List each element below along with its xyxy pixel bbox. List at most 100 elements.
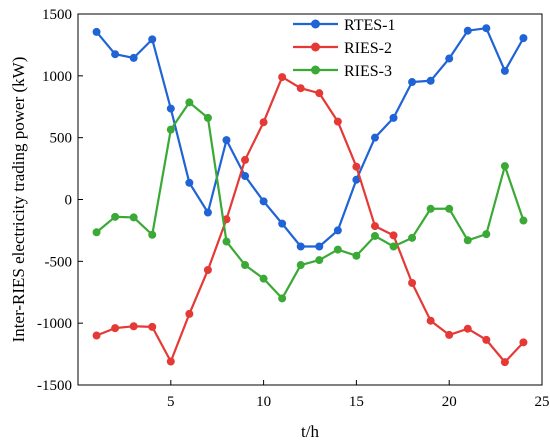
legend-marker [311, 42, 320, 52]
data-point [408, 78, 417, 87]
data-point [519, 216, 528, 225]
x-tick-label: 15 [349, 394, 364, 410]
data-point [129, 53, 138, 62]
data-point [500, 358, 509, 367]
data-point [278, 294, 287, 303]
data-point [315, 256, 324, 265]
data-point [426, 316, 435, 325]
data-point [370, 133, 379, 142]
data-point [389, 242, 398, 251]
series-line [95, 27, 525, 248]
data-point [296, 242, 305, 251]
data-point [463, 236, 472, 245]
data-point [463, 26, 472, 35]
y-axis-title: Inter-RIES electricity trading power (kW… [9, 57, 28, 343]
data-point [482, 335, 491, 344]
data-point [111, 212, 120, 221]
data-point [352, 251, 361, 260]
y-tick-label: 1000 [42, 69, 72, 85]
data-point [315, 89, 324, 98]
data-point [408, 278, 417, 287]
y-tick-label: -1500 [37, 378, 72, 394]
data-point [426, 76, 435, 85]
data-point [389, 113, 398, 122]
data-point [241, 155, 250, 164]
data-point [92, 27, 101, 36]
data-point [445, 204, 454, 213]
legend-label: RIES-3 [344, 63, 392, 80]
plot-frame [77, 13, 543, 386]
data-point [278, 219, 287, 228]
data-point [389, 231, 398, 240]
data-point [92, 228, 101, 237]
series-line [96, 75, 525, 364]
data-point [241, 261, 250, 270]
x-axis-title: t/h [301, 422, 319, 441]
x-tick-label: 25 [535, 394, 550, 410]
data-point [111, 50, 120, 59]
data-point [333, 226, 342, 235]
data-point [445, 330, 454, 339]
data-point [352, 162, 361, 171]
data-point [185, 178, 194, 187]
data-point [222, 136, 231, 145]
x-tick-label: 10 [256, 394, 271, 410]
y-tick-label: 0 [65, 193, 73, 209]
legend-label: RTES-1 [344, 17, 395, 34]
series-layer [92, 24, 528, 367]
data-point [352, 175, 361, 184]
y-tick-label: -1000 [37, 316, 72, 332]
legend-marker [311, 65, 320, 75]
series-ries-2 [92, 73, 528, 367]
series-rtes-1 [92, 24, 528, 251]
data-point [445, 54, 454, 63]
data-point [259, 197, 268, 206]
data-point [92, 331, 101, 340]
data-point [333, 117, 342, 126]
data-point [129, 322, 138, 331]
legend-marker [311, 19, 320, 29]
data-point [500, 162, 509, 171]
data-point [370, 222, 379, 231]
data-point [166, 357, 175, 366]
data-point [370, 231, 379, 240]
legend-label: RIES-2 [344, 40, 392, 57]
series-line [95, 101, 525, 300]
data-point [241, 172, 250, 181]
data-point [519, 338, 528, 347]
data-point [203, 113, 212, 122]
data-point [111, 324, 120, 333]
y-tick-label: 1500 [42, 7, 72, 23]
data-point [148, 230, 157, 239]
data-point [185, 98, 194, 107]
data-point [519, 34, 528, 43]
data-point [166, 125, 175, 134]
data-point [482, 24, 491, 33]
data-point [259, 274, 268, 283]
series-ries-3 [92, 98, 528, 303]
data-point [333, 245, 342, 254]
data-point [148, 322, 157, 331]
data-point [463, 324, 472, 333]
legend: RTES-1 RIES-2 RIES-3 [293, 17, 395, 80]
data-point [296, 84, 305, 93]
data-point [500, 66, 509, 75]
data-point [148, 35, 157, 44]
data-point [296, 261, 305, 270]
data-point [315, 242, 324, 251]
x-tick-label: 20 [442, 394, 457, 410]
data-point [278, 73, 287, 82]
data-point [203, 265, 212, 274]
data-point [185, 309, 194, 318]
y-tick-label: -500 [45, 254, 73, 270]
y-tick-label: 500 [50, 131, 73, 147]
data-point [408, 233, 417, 242]
data-point [426, 204, 435, 213]
data-point [129, 213, 138, 222]
data-point [259, 118, 268, 127]
axis-ticks: 5 10 15 20 25 -1500 -1000 -500 0 500 1000 1500 [37, 7, 550, 410]
data-point [222, 237, 231, 246]
data-point [482, 230, 491, 239]
data-point [203, 208, 212, 217]
